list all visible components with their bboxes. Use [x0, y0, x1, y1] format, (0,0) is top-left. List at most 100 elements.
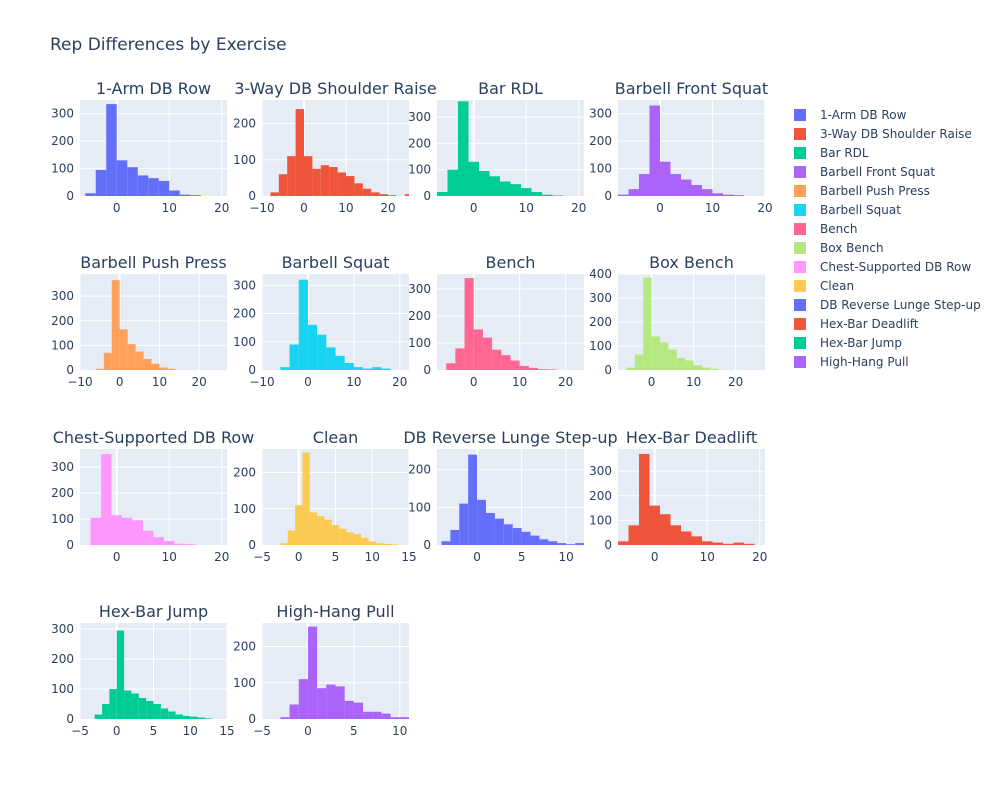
histogram-bar [634, 354, 644, 370]
legend-swatch [794, 356, 806, 368]
legend-item[interactable]: Clean [794, 279, 854, 293]
bars [441, 454, 584, 545]
legend-item[interactable]: DB Reverse Lunge Step-up [794, 298, 981, 312]
legend-swatch [794, 318, 806, 330]
histogram-bar [143, 358, 152, 370]
histogram-bar [146, 701, 154, 719]
histogram-bar [477, 499, 486, 545]
legend-item[interactable]: Barbell Front Squat [794, 165, 935, 179]
legend-item[interactable]: Hex-Bar Jump [794, 336, 902, 350]
x-tick-label: −10 [249, 201, 274, 215]
histogram-bar [168, 711, 176, 719]
legend-item[interactable]: 1-Arm DB Row [794, 108, 907, 122]
x-tick-label: 5 [332, 550, 340, 564]
histogram-bar [552, 195, 563, 196]
bars [270, 109, 409, 196]
x-tick-label: −5 [253, 550, 271, 564]
legend-label: Barbell Front Squat [820, 165, 935, 179]
histogram-bar [482, 337, 493, 370]
legend-label: Barbell Squat [820, 203, 901, 217]
legend-item[interactable]: Box Bench [794, 241, 884, 255]
legend-swatch [794, 299, 806, 311]
x-tick-label: 5 [518, 550, 526, 564]
histogram-bar [287, 530, 296, 545]
legend-item[interactable]: High-Hang Pull [794, 355, 909, 369]
histogram-bar [320, 165, 330, 196]
histogram-bar [116, 630, 125, 719]
histogram-bar [109, 689, 117, 719]
histogram-bar [668, 349, 677, 370]
histogram-bar [309, 512, 318, 545]
legend-item[interactable]: Hex-Bar Deadlift [794, 317, 919, 331]
legend-item[interactable]: Barbell Squat [794, 203, 901, 217]
subplot-title: Clean [313, 428, 358, 447]
x-tick-label: 20 [380, 201, 395, 215]
histogram-bar [329, 167, 338, 196]
subplot-title: 3-Way DB Shoulder Raise [234, 79, 436, 98]
y-tick-label: 0 [248, 712, 256, 726]
histogram-bar [363, 711, 373, 719]
legend-label: Hex-Bar Jump [820, 336, 902, 350]
histogram-bar [138, 698, 147, 719]
histogram-bar [437, 192, 448, 196]
histogram-bar [326, 347, 336, 370]
legend-item[interactable]: Bar RDL [794, 146, 869, 160]
histogram-bar [628, 189, 639, 196]
y-tick-label: 200 [408, 463, 431, 477]
x-tick-label: 0 [304, 724, 312, 738]
y-tick-label: 200 [233, 307, 256, 321]
histogram-bar [132, 520, 143, 545]
y-tick-label: 100 [233, 153, 256, 167]
histogram-bar [531, 192, 542, 196]
y-tick-label: 200 [408, 136, 431, 150]
histogram-bar [712, 193, 723, 196]
y-tick-label: 300 [589, 291, 612, 305]
histogram-bar [324, 519, 332, 545]
x-tick-label: −10 [249, 375, 274, 389]
legend-label: 3-Way DB Shoulder Raise [820, 127, 972, 141]
histogram-bar [441, 541, 451, 545]
y-tick-label: 100 [51, 682, 74, 696]
y-tick-label: 200 [233, 640, 256, 654]
x-tick-label: 0 [651, 550, 659, 564]
y-tick-label: 0 [604, 363, 612, 377]
histogram-bar [649, 505, 660, 545]
histogram-bar [94, 714, 103, 719]
legend-item[interactable]: Bench [794, 222, 857, 236]
x-tick-label: 10 [365, 550, 380, 564]
legend-item[interactable]: 3-Way DB Shoulder Raise [794, 127, 972, 141]
y-tick-label: 0 [66, 363, 74, 377]
histogram-bar [468, 454, 478, 545]
y-tick-label: 0 [66, 712, 74, 726]
histogram-bar [542, 194, 553, 196]
histogram-bar [548, 541, 558, 545]
y-tick-label: 0 [604, 538, 612, 552]
legend-item[interactable]: Chest-Supported DB Row [794, 260, 971, 274]
bars [280, 452, 398, 545]
bars [94, 630, 213, 719]
x-tick-label: 0 [113, 550, 121, 564]
subplot-title: Barbell Push Press [80, 253, 227, 272]
legend-swatch [794, 242, 806, 254]
y-tick-label: 0 [423, 538, 431, 552]
histogram-bar [362, 188, 372, 196]
histogram-bar [353, 367, 364, 370]
histogram-bar [660, 342, 669, 370]
subplot-title: Hex-Bar Jump [99, 602, 208, 621]
legend[interactable]: 1-Arm DB Row 3-Way DB Shoulder Raise Bar R… [794, 108, 981, 369]
histogram-bar [639, 453, 650, 545]
legend-item[interactable]: Barbell Push Press [794, 184, 930, 198]
plot-area [80, 274, 227, 370]
y-tick-label: 100 [408, 163, 431, 177]
x-tick-label: 10 [152, 375, 167, 389]
histogram-bar [372, 367, 382, 370]
histogram-bar [160, 708, 169, 719]
x-tick-label: 5 [350, 724, 358, 738]
histogram-bar [450, 529, 460, 545]
x-tick-label: 0 [113, 201, 121, 215]
x-tick-label: 20 [192, 375, 207, 389]
histogram-bar [175, 714, 183, 719]
